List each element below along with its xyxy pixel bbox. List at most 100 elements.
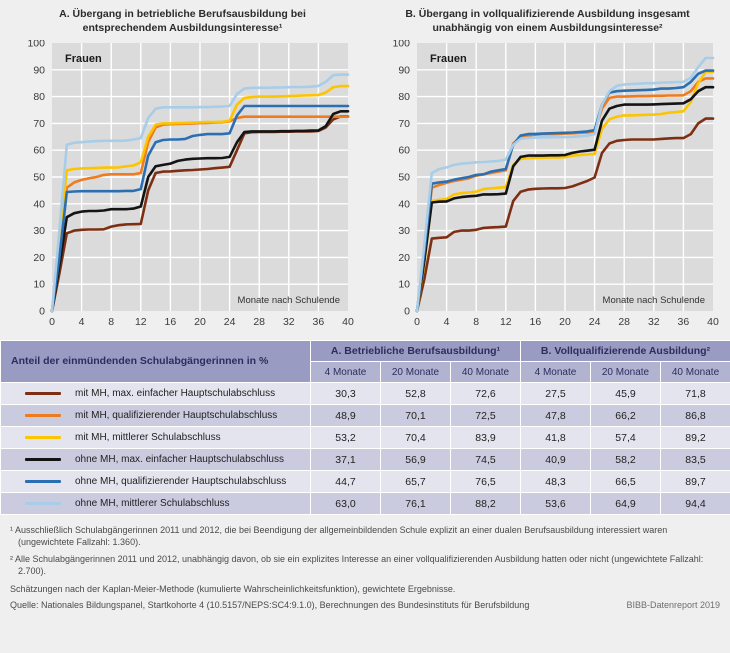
legend-line-swatch — [25, 391, 61, 396]
value-cell: 70,4 — [380, 426, 451, 449]
table-row: mit MH, mittlerer Schulabschluss 53,2 70,4… — [0, 426, 730, 449]
row-label: mit MH, max. einfacher Hauptschulabschlu… — [75, 388, 276, 400]
row-label-cell: mit MH, qualifizierender Hauptschulabsch… — [0, 404, 311, 427]
footnotes: ¹ Ausschließlich Schulabgängerinnen 2011… — [0, 515, 730, 610]
series-line-mit-mh-mittlerer — [50, 84, 350, 313]
y-tick-label: 70 — [398, 118, 410, 130]
legend-line-swatch — [25, 457, 61, 462]
table-group-a-header: A. Betriebliche Berufsausbildung¹ — [310, 340, 521, 362]
row-label-cell: mit MH, max. einfacher Hauptschulabschlu… — [0, 382, 311, 405]
row-label: mit MH, mittlerer Schulabschluss — [75, 432, 221, 444]
value-cell: 72,6 — [450, 382, 521, 405]
value-cell: 45,9 — [590, 382, 661, 405]
value-cell: 30,3 — [310, 382, 381, 405]
value-cell: 53,6 — [520, 492, 591, 515]
value-cell: 83,5 — [659, 448, 730, 471]
x-tick-label: 40 — [342, 316, 354, 328]
y-tick-label: 20 — [398, 252, 410, 264]
value-cell: 65,7 — [380, 470, 451, 493]
value-cell: 71,8 — [659, 382, 730, 405]
series-line-ohne-mh-max-einfacher — [50, 110, 350, 313]
chart-a-plot: 0 10 20 30 40 50 60 70 80 90 100 0 4 8 12 16 20 24 28 32 36 4… — [27, 40, 354, 328]
y-tick-label: 30 — [398, 225, 410, 237]
x-tick-label: 12 — [135, 316, 147, 328]
x-tick-label: 36 — [678, 316, 690, 328]
value-cell: 58,2 — [590, 448, 661, 471]
x-tick-label: 40 — [707, 316, 719, 328]
table-subheader: 20 Monate — [590, 361, 661, 383]
x-tick-label: 24 — [224, 316, 236, 328]
x-tick-label: 24 — [589, 316, 601, 328]
chart-a-title: A. Übergang in betriebliche Berufsausbil… — [59, 8, 306, 35]
x-tick-label: 36 — [313, 316, 325, 328]
y-tick-label: 10 — [398, 279, 410, 291]
table-group-b-header: B. Vollqualifizierende Ausbildung² — [519, 340, 730, 362]
series-line-ohne-mh-qualifizierender — [415, 69, 715, 313]
series-line-ohne-mh-mittlerer — [50, 73, 350, 313]
footnote-1: ¹ Ausschließlich Schulabgängerinnen 2011… — [10, 525, 668, 548]
value-cell: 72,5 — [450, 404, 521, 427]
x-tick-label: 0 — [414, 316, 420, 328]
y-tick-label: 90 — [33, 64, 45, 76]
series-line-mit-mh-max-einfacher — [415, 117, 715, 313]
row-label-cell: ohne MH, mittlerer Schulabschluss — [0, 492, 311, 515]
value-cell: 57,4 — [590, 426, 661, 449]
y-tick-label: 70 — [33, 118, 45, 130]
y-tick-label: 90 — [398, 64, 410, 76]
value-cell: 66,2 — [590, 404, 661, 427]
row-label-cell: ohne MH, qualifizierender Hauptschulabsc… — [0, 470, 311, 493]
row-label: ohne MH, mittlerer Schulabschluss — [75, 498, 230, 510]
series-line-ohne-mh-mittlerer — [415, 56, 715, 313]
value-cell: 63,0 — [310, 492, 381, 515]
panel-gender-label: Frauen — [65, 53, 102, 65]
table-subheader: 4 Monate — [520, 361, 591, 383]
table-group-header-row: Anteil der einmündenden Schulabgängerinn… — [0, 340, 730, 383]
source-text: Quelle: Nationales Bildungspanel, Startk… — [10, 599, 530, 610]
y-tick-label: 60 — [33, 145, 45, 157]
value-cell: 48,9 — [310, 404, 381, 427]
x-tick-label: 28 — [618, 316, 630, 328]
chart-panel-b: B. Übergang in vollqualifizierende Ausbi… — [365, 7, 730, 332]
y-tick-label: 40 — [398, 198, 410, 210]
table-row: ohne MH, max. einfacher Hauptschulabschl… — [0, 448, 730, 471]
panel-gender-label: Frauen — [430, 53, 467, 65]
value-cell: 76,1 — [380, 492, 451, 515]
x-tick-label: 4 — [79, 316, 85, 328]
report-label: BIBB-Datenreport 2019 — [626, 599, 720, 610]
y-tick-label: 0 — [39, 306, 45, 318]
x-tick-label: 0 — [49, 316, 55, 328]
value-cell: 89,2 — [659, 426, 730, 449]
y-tick-label: 100 — [27, 40, 45, 50]
x-tick-label: 28 — [253, 316, 265, 328]
y-tick-label: 50 — [398, 172, 410, 184]
y-tick-label: 10 — [33, 279, 45, 291]
legend-line-swatch — [25, 479, 61, 484]
table-subheader: 40 Monate — [450, 361, 521, 383]
table-row: mit MH, qualifizierender Hauptschulabsch… — [0, 404, 730, 427]
chart-b-title: B. Übergang in vollqualifizierende Ausbi… — [405, 8, 690, 35]
series-line-ohne-mh-max-einfacher — [415, 85, 715, 313]
transition-rates-table: Anteil der einmündenden Schulabgängerinn… — [0, 340, 730, 515]
value-cell: 52,8 — [380, 382, 451, 405]
chart-panel-a: A. Übergang in betriebliche Berufsausbil… — [0, 7, 365, 332]
value-cell: 83,9 — [450, 426, 521, 449]
y-tick-label: 80 — [398, 91, 410, 103]
method-note: Schätzungen nach der Kaplan-Meier-Method… — [10, 583, 456, 594]
value-cell: 88,2 — [450, 492, 521, 515]
value-cell: 66,5 — [590, 470, 661, 493]
table-subheader: 20 Monate — [380, 361, 451, 383]
series-line-mit-mh-mittlerer — [415, 70, 715, 313]
table-corner-label: Anteil der einmündenden Schulabgängerinn… — [0, 340, 311, 383]
x-tick-label: 20 — [194, 316, 206, 328]
table-subheader: 40 Monate — [659, 361, 730, 383]
x-tick-label: 16 — [165, 316, 177, 328]
y-tick-label: 20 — [33, 252, 45, 264]
y-tick-label: 40 — [33, 198, 45, 210]
x-tick-label: 16 — [530, 316, 542, 328]
series-line-ohne-mh-qualifizierender — [50, 104, 350, 313]
legend-line-swatch — [25, 501, 61, 506]
table-row: ohne MH, qualifizierender Hauptschulabsc… — [0, 470, 730, 493]
y-tick-label: 30 — [33, 225, 45, 237]
value-cell: 70,1 — [380, 404, 451, 427]
y-tick-label: 80 — [33, 91, 45, 103]
